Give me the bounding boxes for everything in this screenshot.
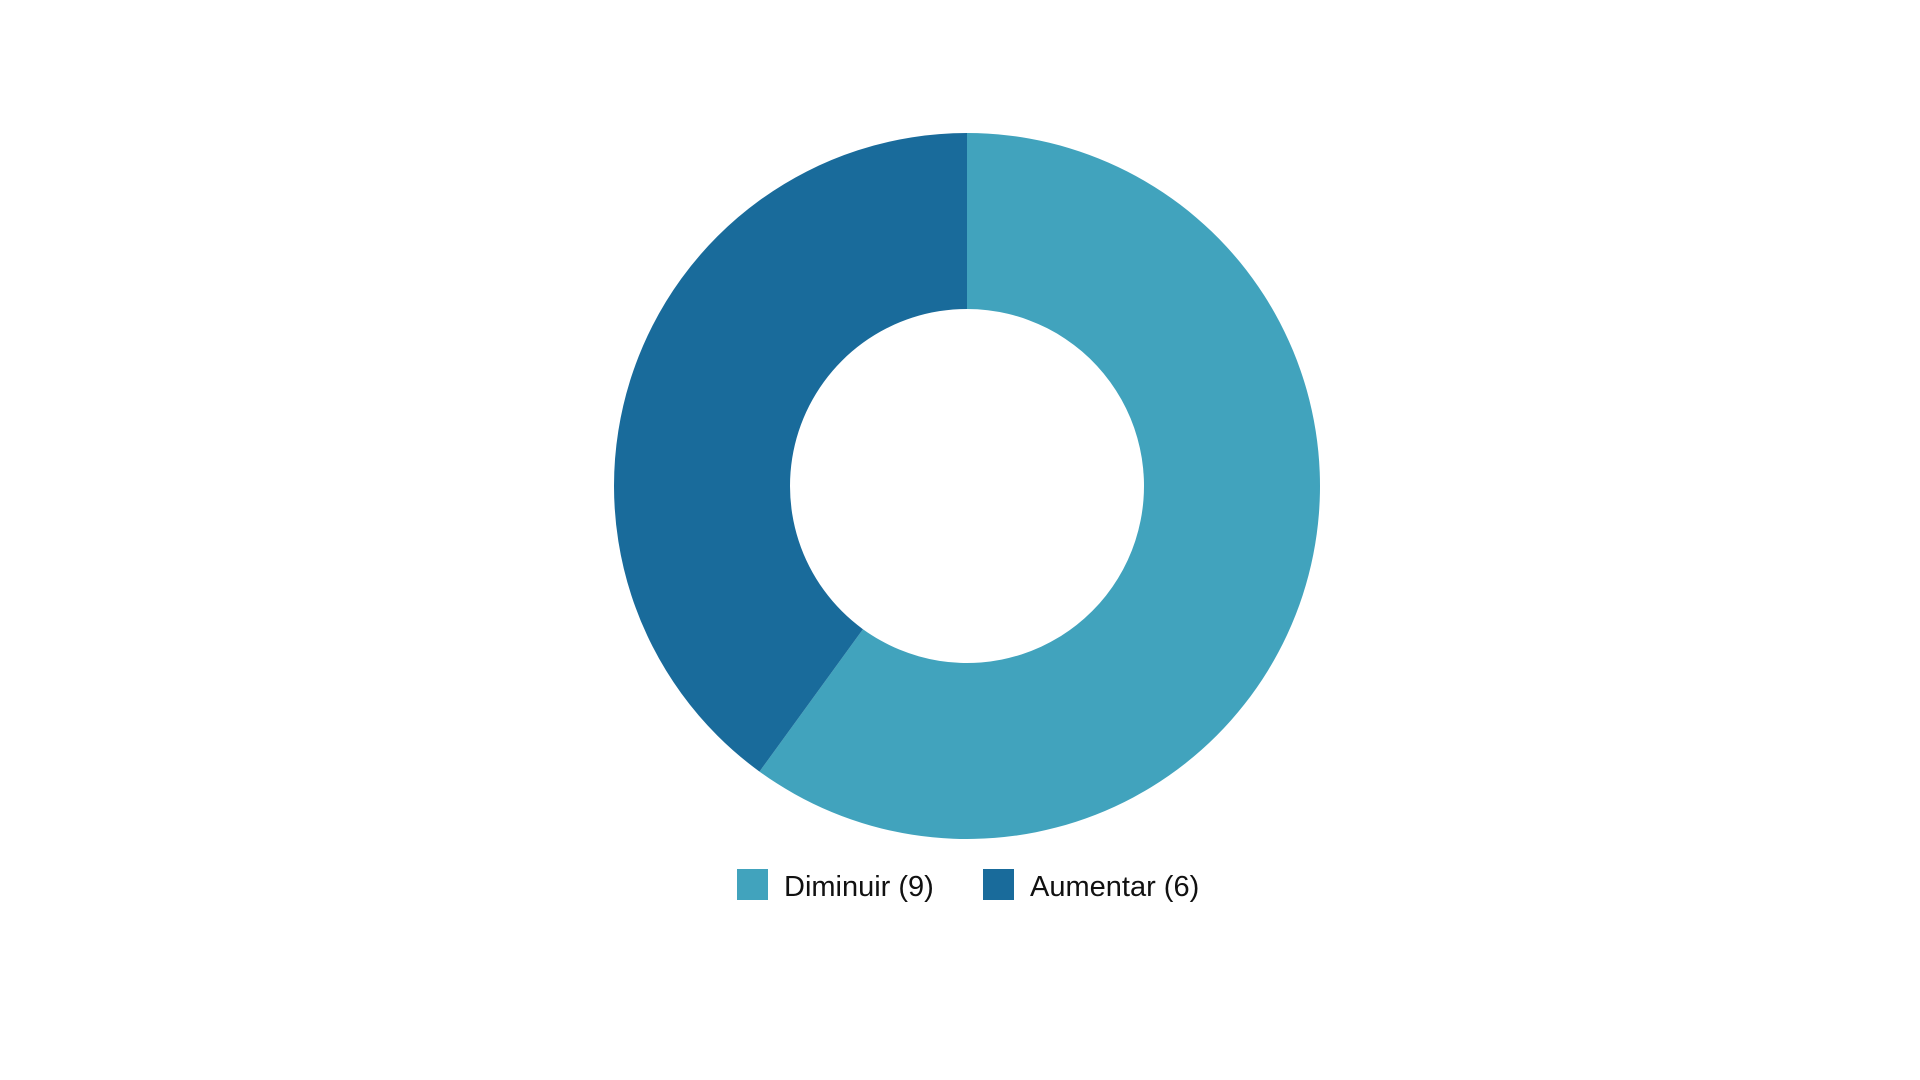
legend-swatch-diminuir	[737, 869, 768, 900]
slice-aumentar	[613, 132, 967, 772]
legend-label-diminuir: Diminuir (9)	[784, 871, 934, 903]
legend-label-aumentar: Aumentar (6)	[1030, 871, 1199, 903]
slice-diminuir	[759, 133, 1320, 839]
slices-group	[613, 132, 1320, 839]
legend-swatch-aumentar	[983, 869, 1014, 900]
legend: Diminuir (9) Aumentar (6)	[737, 869, 1199, 903]
